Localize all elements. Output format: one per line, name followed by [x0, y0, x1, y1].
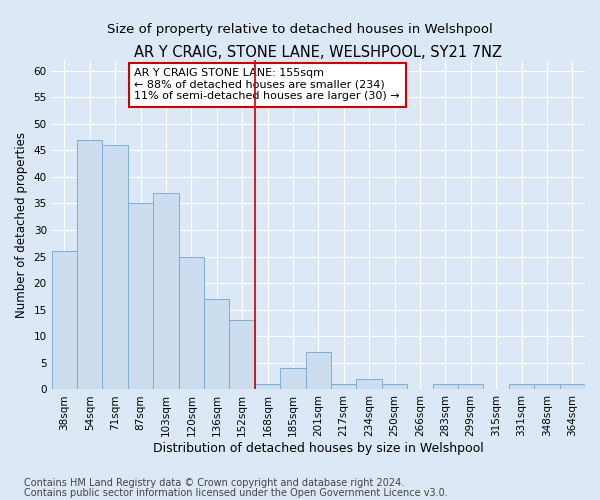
Bar [103, 145, 128, 390]
Bar [458, 384, 484, 390]
Bar [280, 368, 305, 390]
Title: AR Y CRAIG, STONE LANE, WELSHPOOL, SY21 7NZ: AR Y CRAIG, STONE LANE, WELSHPOOL, SY21 … [134, 45, 502, 60]
Bar [331, 384, 356, 390]
Bar [433, 384, 458, 390]
Bar [229, 320, 255, 390]
Bar [534, 384, 560, 390]
Text: Size of property relative to detached houses in Welshpool: Size of property relative to detached ho… [107, 22, 493, 36]
Bar [204, 299, 229, 390]
X-axis label: Distribution of detached houses by size in Welshpool: Distribution of detached houses by size … [153, 442, 484, 455]
Text: Contains public sector information licensed under the Open Government Licence v3: Contains public sector information licen… [24, 488, 448, 498]
Bar [255, 384, 280, 390]
Bar [356, 379, 382, 390]
Y-axis label: Number of detached properties: Number of detached properties [15, 132, 28, 318]
Bar [52, 252, 77, 390]
Bar [560, 384, 585, 390]
Bar [382, 384, 407, 390]
Bar [509, 384, 534, 390]
Text: Contains HM Land Registry data © Crown copyright and database right 2024.: Contains HM Land Registry data © Crown c… [24, 478, 404, 488]
Bar [128, 204, 153, 390]
Bar [179, 256, 204, 390]
Bar [305, 352, 331, 390]
Text: AR Y CRAIG STONE LANE: 155sqm
← 88% of detached houses are smaller (234)
11% of : AR Y CRAIG STONE LANE: 155sqm ← 88% of d… [134, 68, 400, 102]
Bar [77, 140, 103, 390]
Bar [153, 193, 179, 390]
